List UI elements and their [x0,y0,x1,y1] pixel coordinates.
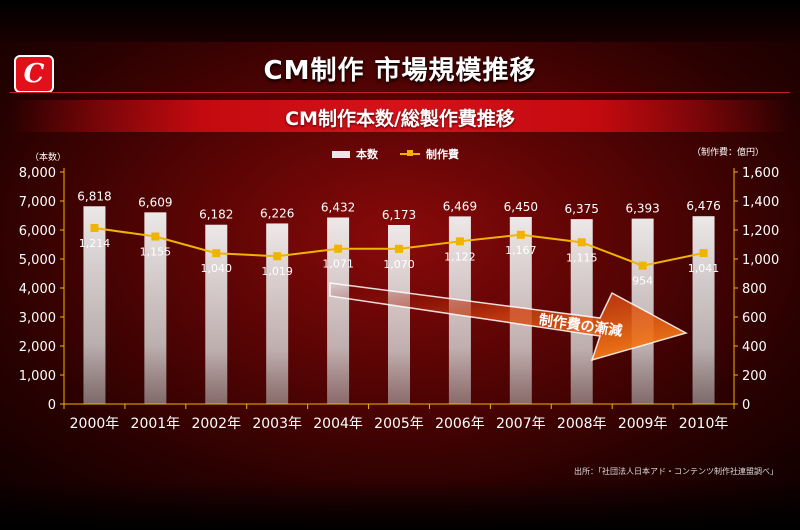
y-left-tick-label: 1,000 [19,369,56,384]
line-point [90,223,99,232]
line-point [577,238,586,247]
bar [266,223,289,404]
legend: 本数 制作費 [332,146,459,162]
title-divider [10,92,790,93]
line-point [212,249,221,258]
bar [570,219,593,404]
bar-value-label: 6,182 [199,208,233,222]
x-tick-label: 2008年 [557,416,607,432]
y-right-tick-label: 200 [742,369,767,384]
line-point [395,244,403,253]
slide-title: CM制作 市場規模推移 [263,56,537,86]
y-right-tick-label: 800 [742,282,767,297]
legend-line-label: 制作費 [426,148,459,161]
y-left-tick-label: 7,000 [19,195,56,210]
y-right-tick-label: 1,000 [742,253,779,268]
bar-value-label: 6,818 [77,189,111,203]
x-tick-label: 2000年 [70,416,120,432]
x-tick-label: 2010年 [679,416,729,432]
y-left-tick-label: 3,000 [19,311,56,326]
y-right-tick-label: 400 [742,340,767,355]
bar [327,217,350,404]
y-left-tick-label: 6,000 [19,224,56,239]
y-left-tick-label: 5,000 [19,253,56,268]
bar [388,224,410,404]
bar-value-label: 6,173 [382,208,416,222]
bar [144,212,167,404]
bar-value-label: 6,450 [504,200,538,214]
y-left-tick-label: 0 [48,398,56,413]
y-right-tick-label: 1,600 [742,166,779,181]
line-value-label: 1,070 [383,258,415,271]
line-value-label: 1,071 [322,258,354,271]
chart-title: CM制作本数/総製作費推移 [285,108,515,130]
legend-bar-swatch [332,150,350,158]
left-axis-unit: （本数） [30,153,67,163]
y-right-tick-label: 1,200 [742,224,779,239]
x-tick-label: 2006年 [435,416,485,432]
x-tick-label: 2005年 [374,416,424,432]
line-value-label: 1,019 [261,265,293,278]
bar-value-label: 6,432 [321,200,355,214]
bar [692,216,715,404]
line-value-label: 1,040 [201,262,233,275]
bar-value-label: 6,393 [625,202,659,216]
y-right-tick-label: 1,400 [742,195,779,210]
bar [83,206,106,404]
line-value-label: 1,115 [566,251,598,264]
line-point [516,230,525,239]
y-right-tick-label: 0 [742,398,750,413]
y-left-tick-label: 4,000 [19,282,56,297]
bar-value-label: 6,609 [138,195,172,209]
bar-value-label: 6,469 [443,199,477,213]
x-tick-label: 2004年 [313,416,363,432]
line-value-label: 1,122 [444,250,476,263]
c-logo-icon: C [14,55,54,93]
right-axis-unit: （制作費：億円） [692,148,765,158]
line-point [455,237,464,246]
y-left-tick-label: 8,000 [19,166,56,181]
legend-bar-label: 本数 [356,148,378,161]
x-tick-label: 2007年 [496,416,546,432]
subtitle-band [10,100,790,132]
source-note: 出所：「社団法人日本アド・コンテンツ制作社連盟調べ」 [574,467,778,476]
bar [205,224,228,404]
bottom-shade [0,480,800,530]
bar-value-label: 6,476 [686,199,720,213]
line-point [638,261,647,270]
line-point [273,252,282,261]
x-tick-label: 2001年 [131,416,181,432]
line-point [334,244,343,253]
line-value-label: 1,167 [505,244,537,257]
bar-value-label: 6,375 [565,202,599,216]
y-left-tick-label: 2,000 [19,340,56,355]
line-value-label: 1,155 [140,246,172,259]
bar-value-label: 6,226 [260,206,294,220]
line-value-label: 1,041 [688,262,720,275]
line-value-label: 954 [632,275,653,288]
x-tick-label: 2003年 [252,416,302,432]
line-point [151,232,160,241]
legend-line-swatch [400,150,420,156]
line-value-label: 1,214 [79,237,111,250]
x-tick-label: 2009年 [618,416,668,432]
x-tick-label: 2002年 [191,416,241,432]
y-right-tick-label: 600 [742,311,767,326]
top-black-band [0,0,800,42]
line-point [699,249,708,258]
